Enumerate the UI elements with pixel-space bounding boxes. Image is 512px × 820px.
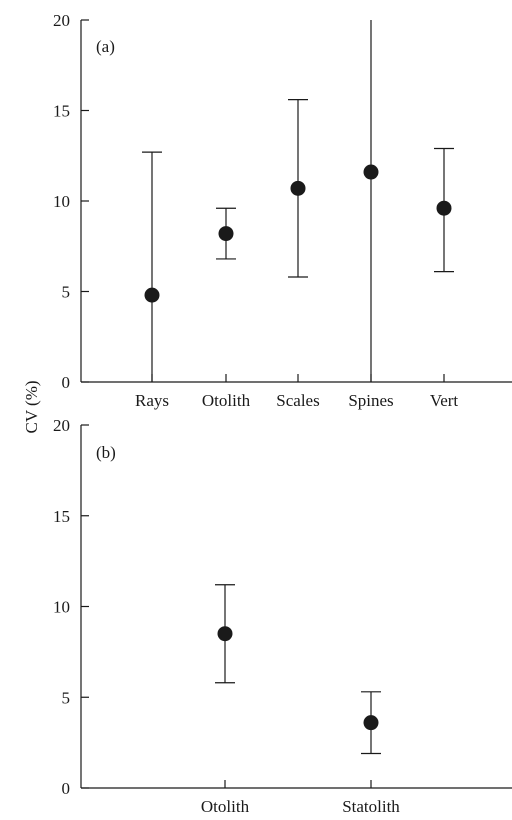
y-tick-label: 5 (62, 688, 71, 707)
data-point (144, 287, 160, 303)
y-tick-label: 20 (53, 416, 70, 435)
data-point (217, 626, 233, 642)
x-tick-label: Rays (135, 391, 169, 410)
y-tick-label: 15 (53, 507, 70, 526)
panel-b: 0 5 10 15 20 (b) Otolith Statolith (53, 416, 512, 816)
y-tick-label: 10 (53, 598, 70, 617)
x-tick-label: Vert (430, 391, 459, 410)
y-tick-label: 0 (62, 373, 71, 392)
x-tick-label: Statolith (342, 797, 400, 815)
panel-tag: (b) (96, 443, 116, 462)
data-point (436, 200, 452, 216)
y-tick-label: 20 (53, 11, 70, 30)
y-tick-label: 10 (53, 192, 70, 211)
data-point (363, 715, 379, 731)
panel-tag: (a) (96, 37, 115, 56)
x-tick-label: Otolith (201, 797, 250, 815)
data-point (290, 180, 306, 196)
y-axis-label: CV (%) (22, 380, 41, 433)
data-point (363, 164, 379, 180)
x-tick-label: Scales (276, 391, 319, 410)
data-point (218, 226, 234, 242)
y-tick-label: 15 (53, 102, 70, 121)
y-tick-label: 0 (62, 779, 71, 798)
x-tick-label: Spines (348, 391, 393, 410)
panel-a: 0 5 10 15 20 (a) Rays Otolith Scales Spines Vert (53, 11, 512, 410)
y-tick-label: 5 (62, 283, 71, 302)
x-tick-label: Otolith (202, 391, 251, 410)
